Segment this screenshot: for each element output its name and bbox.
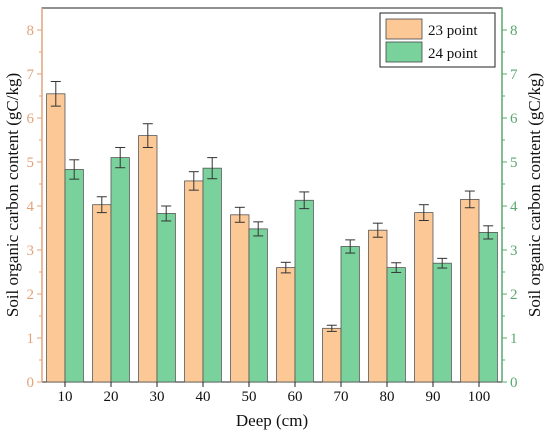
right-y-tick-label-6: 6 — [510, 111, 518, 127]
bars-layer — [46, 93, 498, 383]
bar-24-point-20 — [110, 157, 130, 383]
error-bars-layer — [50, 80, 494, 332]
left-y-tick-label-8: 8 — [27, 23, 35, 39]
right-y-tick-label-3: 3 — [510, 243, 518, 259]
right-y-tick-label-0: 0 — [510, 375, 518, 391]
legend: 23 point 24 point — [379, 12, 496, 68]
bar-24-point-30 — [156, 213, 176, 383]
bar-24-point-70 — [340, 246, 360, 383]
bar-23-point-30 — [138, 135, 158, 383]
bar-23-point-70 — [322, 327, 342, 383]
legend-label-24-point: 24 point — [428, 46, 478, 62]
right-y-tick-label-4: 4 — [510, 199, 518, 215]
bar-24-point-10 — [64, 169, 84, 383]
x-tick-label-40: 40 — [196, 389, 211, 405]
right-y-axis: 0 1 2 3 4 5 6 7 8 — [501, 8, 518, 391]
x-tick-label-80: 80 — [380, 389, 395, 405]
left-y-tick-label-7: 7 — [27, 67, 35, 83]
right-y-tick-label-1: 1 — [510, 331, 518, 347]
bar-23-point-50 — [230, 214, 250, 383]
bar-23-point-90 — [414, 212, 434, 383]
x-tick-label-70: 70 — [334, 389, 349, 405]
legend-swatch-24-point — [385, 41, 423, 63]
bar-23-point-60 — [276, 267, 296, 383]
x-tick-label-90: 90 — [426, 389, 441, 405]
x-tick-label-100: 100 — [468, 389, 491, 405]
bar-24-point-60 — [294, 199, 314, 383]
left-y-tick-label-4: 4 — [27, 199, 35, 215]
x-tick-label-20: 20 — [104, 389, 119, 405]
left-y-tick-label-0: 0 — [27, 375, 35, 391]
bar-23-point-10 — [46, 93, 66, 383]
bar-23-point-40 — [184, 180, 204, 383]
x-tick-label-10: 10 — [58, 389, 73, 405]
x-tick-label-60: 60 — [288, 389, 303, 405]
bar-24-point-90 — [432, 262, 452, 383]
bar-23-point-80 — [368, 229, 388, 383]
x-axis: 10 20 30 40 50 60 70 80 90 100 — [58, 382, 491, 405]
left-y-axis: 0 1 2 3 4 5 6 7 8 — [27, 8, 43, 391]
legend-label-23-point: 23 point — [428, 23, 478, 39]
bar-24-point-100 — [478, 231, 498, 383]
legend-swatch-23-point — [385, 18, 423, 40]
bar-23-point-20 — [92, 204, 112, 383]
right-y-tick-label-7: 7 — [510, 67, 518, 83]
right-y-tick-label-8: 8 — [510, 23, 518, 39]
left-y-tick-label-6: 6 — [27, 111, 35, 127]
bar-24-point-50 — [248, 228, 268, 383]
x-tick-label-50: 50 — [242, 389, 257, 405]
right-y-tick-label-2: 2 — [510, 287, 518, 303]
left-y-tick-label-5: 5 — [27, 155, 35, 171]
bar-24-point-80 — [386, 267, 406, 383]
right-y-axis-title: Soil organic carbon content (gC/kg) — [525, 73, 544, 317]
left-y-tick-label-3: 3 — [27, 243, 35, 259]
left-y-tick-label-1: 1 — [27, 331, 35, 347]
left-y-axis-title: Soil organic carbon content (gC/kg) — [3, 73, 22, 317]
bar-24-point-40 — [202, 167, 222, 383]
left-y-tick-label-2: 2 — [27, 287, 35, 303]
x-axis-title: Deep (cm) — [236, 411, 308, 430]
right-y-tick-label-5: 5 — [510, 155, 518, 171]
x-tick-label-30: 30 — [150, 389, 165, 405]
bar-23-point-100 — [460, 198, 480, 383]
